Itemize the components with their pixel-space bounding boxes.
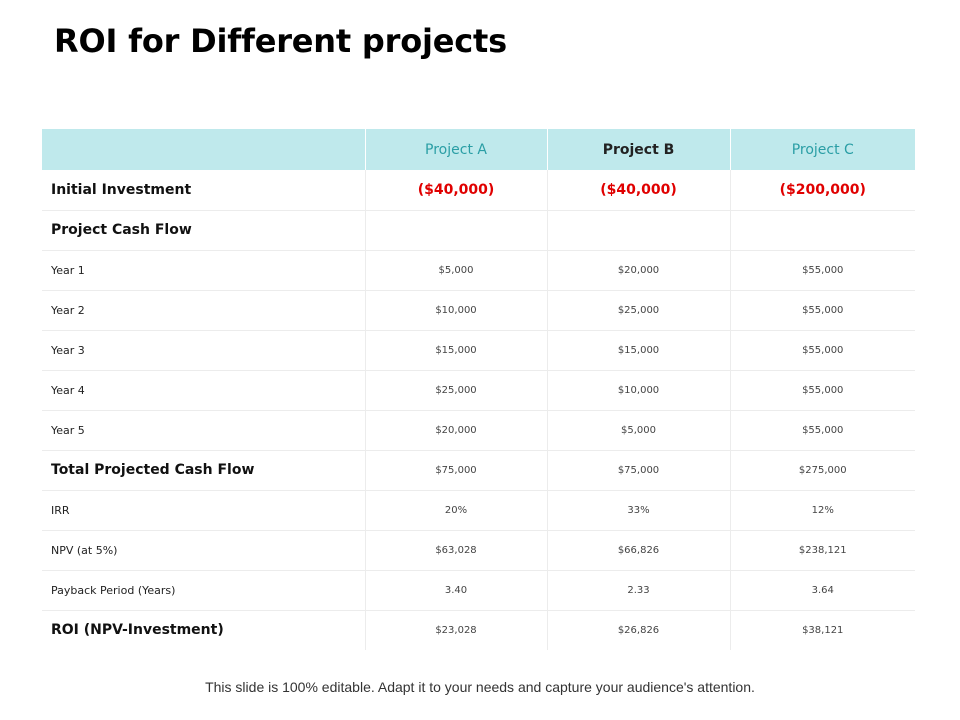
investment-value: ($40,000) bbox=[364, 170, 547, 211]
row-total-cash-flow: Total Projected Cash Flow $75,000 $75,00… bbox=[42, 450, 915, 491]
cell-value: $63,028 bbox=[364, 530, 547, 571]
cell-value: $25,000 bbox=[364, 370, 547, 411]
cell-value: $55,000 bbox=[729, 370, 915, 411]
cell-value: $5,000 bbox=[364, 250, 547, 291]
page-title: ROI for Different projects bbox=[54, 22, 507, 60]
cell-value: $10,000 bbox=[546, 370, 730, 411]
cell-value: $55,000 bbox=[729, 250, 915, 291]
cell-value: $20,000 bbox=[364, 410, 547, 451]
row-label: Year 1 bbox=[42, 250, 365, 291]
cell-value: 12% bbox=[729, 490, 915, 531]
cell-value: $55,000 bbox=[729, 410, 915, 451]
row-year-4: Year 4 $25,000 $10,000 $55,000 bbox=[42, 370, 915, 411]
cell-value: $238,121 bbox=[729, 530, 915, 571]
cell-value: $5,000 bbox=[546, 410, 730, 451]
row-label: Year 2 bbox=[42, 290, 365, 331]
row-year-5: Year 5 $20,000 $5,000 $55,000 bbox=[42, 410, 915, 451]
cell-value: $15,000 bbox=[364, 330, 547, 371]
row-label: Year 5 bbox=[42, 410, 365, 451]
cell-value: $75,000 bbox=[546, 450, 730, 491]
footer-note: This slide is 100% editable. Adapt it to… bbox=[205, 679, 755, 695]
row-label: Payback Period (Years) bbox=[42, 570, 365, 611]
cell-value: $23,028 bbox=[364, 610, 547, 650]
cell-value: $10,000 bbox=[364, 290, 547, 331]
header-project-c: Project C bbox=[729, 129, 915, 170]
row-label: IRR bbox=[42, 490, 365, 531]
row-npv: NPV (at 5%) $63,028 $66,826 $238,121 bbox=[42, 530, 915, 571]
cell-value: $15,000 bbox=[546, 330, 730, 371]
cell-value: $275,000 bbox=[729, 450, 915, 491]
row-year-3: Year 3 $15,000 $15,000 $55,000 bbox=[42, 330, 915, 371]
empty-cell bbox=[546, 210, 730, 251]
cell-value: $75,000 bbox=[364, 450, 547, 491]
row-cash-flow-heading: Project Cash Flow bbox=[42, 210, 915, 251]
row-irr: IRR 20% 33% 12% bbox=[42, 490, 915, 531]
row-year-1: Year 1 $5,000 $20,000 $55,000 bbox=[42, 250, 915, 291]
row-label: NPV (at 5%) bbox=[42, 530, 365, 571]
empty-cell bbox=[364, 210, 547, 251]
empty-cell bbox=[729, 210, 915, 251]
row-label: Year 4 bbox=[42, 370, 365, 411]
cell-value: 33% bbox=[546, 490, 730, 531]
cell-value: $20,000 bbox=[546, 250, 730, 291]
header-project-a: Project A bbox=[364, 129, 547, 170]
cell-value: $38,121 bbox=[729, 610, 915, 650]
row-label: Initial Investment bbox=[42, 170, 365, 211]
cell-value: 3.64 bbox=[729, 570, 915, 611]
row-label: Project Cash Flow bbox=[42, 210, 365, 251]
table-header-row: Project A Project B Project C bbox=[42, 129, 915, 170]
header-project-b: Project B bbox=[546, 129, 730, 170]
row-initial-investment: Initial Investment ($40,000) ($40,000) (… bbox=[42, 170, 915, 211]
cell-value: 2.33 bbox=[546, 570, 730, 611]
row-payback-period: Payback Period (Years) 3.40 2.33 3.64 bbox=[42, 570, 915, 611]
cell-value: $25,000 bbox=[546, 290, 730, 331]
row-roi: ROI (NPV-Investment) $23,028 $26,826 $38… bbox=[42, 610, 915, 650]
row-label: Total Projected Cash Flow bbox=[42, 450, 365, 491]
investment-value: ($40,000) bbox=[546, 170, 730, 211]
cell-value: 20% bbox=[364, 490, 547, 531]
cell-value: $55,000 bbox=[729, 330, 915, 371]
row-year-2: Year 2 $10,000 $25,000 $55,000 bbox=[42, 290, 915, 331]
cell-value: 3.40 bbox=[364, 570, 547, 611]
row-label: ROI (NPV-Investment) bbox=[51, 622, 224, 639]
roi-table: Project A Project B Project C Initial In… bbox=[42, 129, 915, 650]
cell-value: $26,826 bbox=[546, 610, 730, 650]
cell-value: $55,000 bbox=[729, 290, 915, 331]
cell-value: $66,826 bbox=[546, 530, 730, 571]
row-label: Year 3 bbox=[42, 330, 365, 371]
investment-value: ($200,000) bbox=[729, 170, 915, 211]
header-corner-cell bbox=[42, 129, 365, 170]
